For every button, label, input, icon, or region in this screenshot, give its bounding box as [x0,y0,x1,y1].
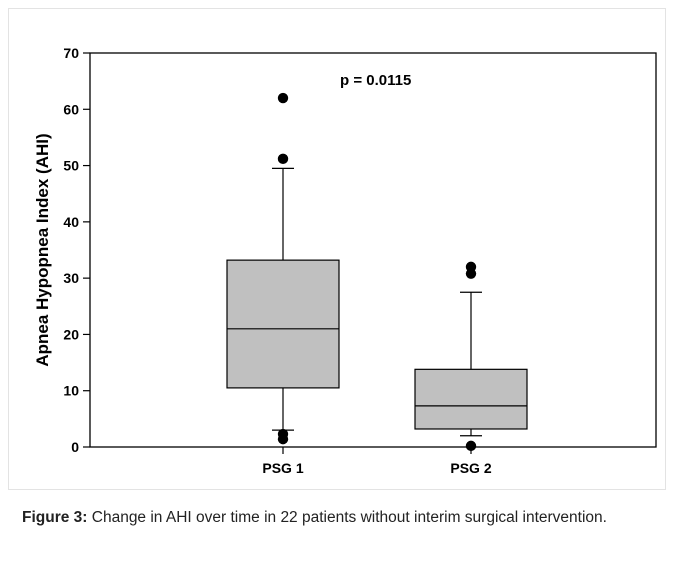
y-tick-label: 30 [63,270,79,286]
x-tick-label: PSG 1 [262,460,303,476]
y-tick-label: 70 [63,45,79,61]
x-tick-label: PSG 2 [450,460,491,476]
box-group-1 [226,92,340,445]
y-tick-label: 50 [63,158,79,174]
y-tick-label: 20 [63,326,79,342]
plot-area [89,52,657,448]
caption-text: Change in AHI over time in 22 patients w… [87,509,607,526]
outlier-point [465,440,477,452]
iqr-box [226,259,340,389]
outlier-point [277,92,289,104]
outlier-point [465,268,477,279]
y-tick-label: 40 [63,214,79,230]
y-axis-title: Apnea Hypopnea Index (AHI) [33,133,52,366]
outlier-point [277,153,289,165]
y-tick-label: 0 [71,439,79,455]
outlier-point [277,433,289,445]
box-group-2 [414,261,528,452]
figure-caption: Figure 3: Change in AHI over time in 22 … [22,508,650,527]
iqr-box [414,368,528,430]
y-tick-label: 60 [63,101,79,117]
caption-label: Figure 3: [22,509,88,526]
p-value-annotation: p = 0.0115 [340,72,411,89]
box-plot-chart: 0 10 20 30 40 50 60 70 PSG 1 PSG 2 Apnea Hypopne… [33,45,657,476]
figure-frame [8,8,666,490]
y-tick-label: 10 [63,383,79,399]
